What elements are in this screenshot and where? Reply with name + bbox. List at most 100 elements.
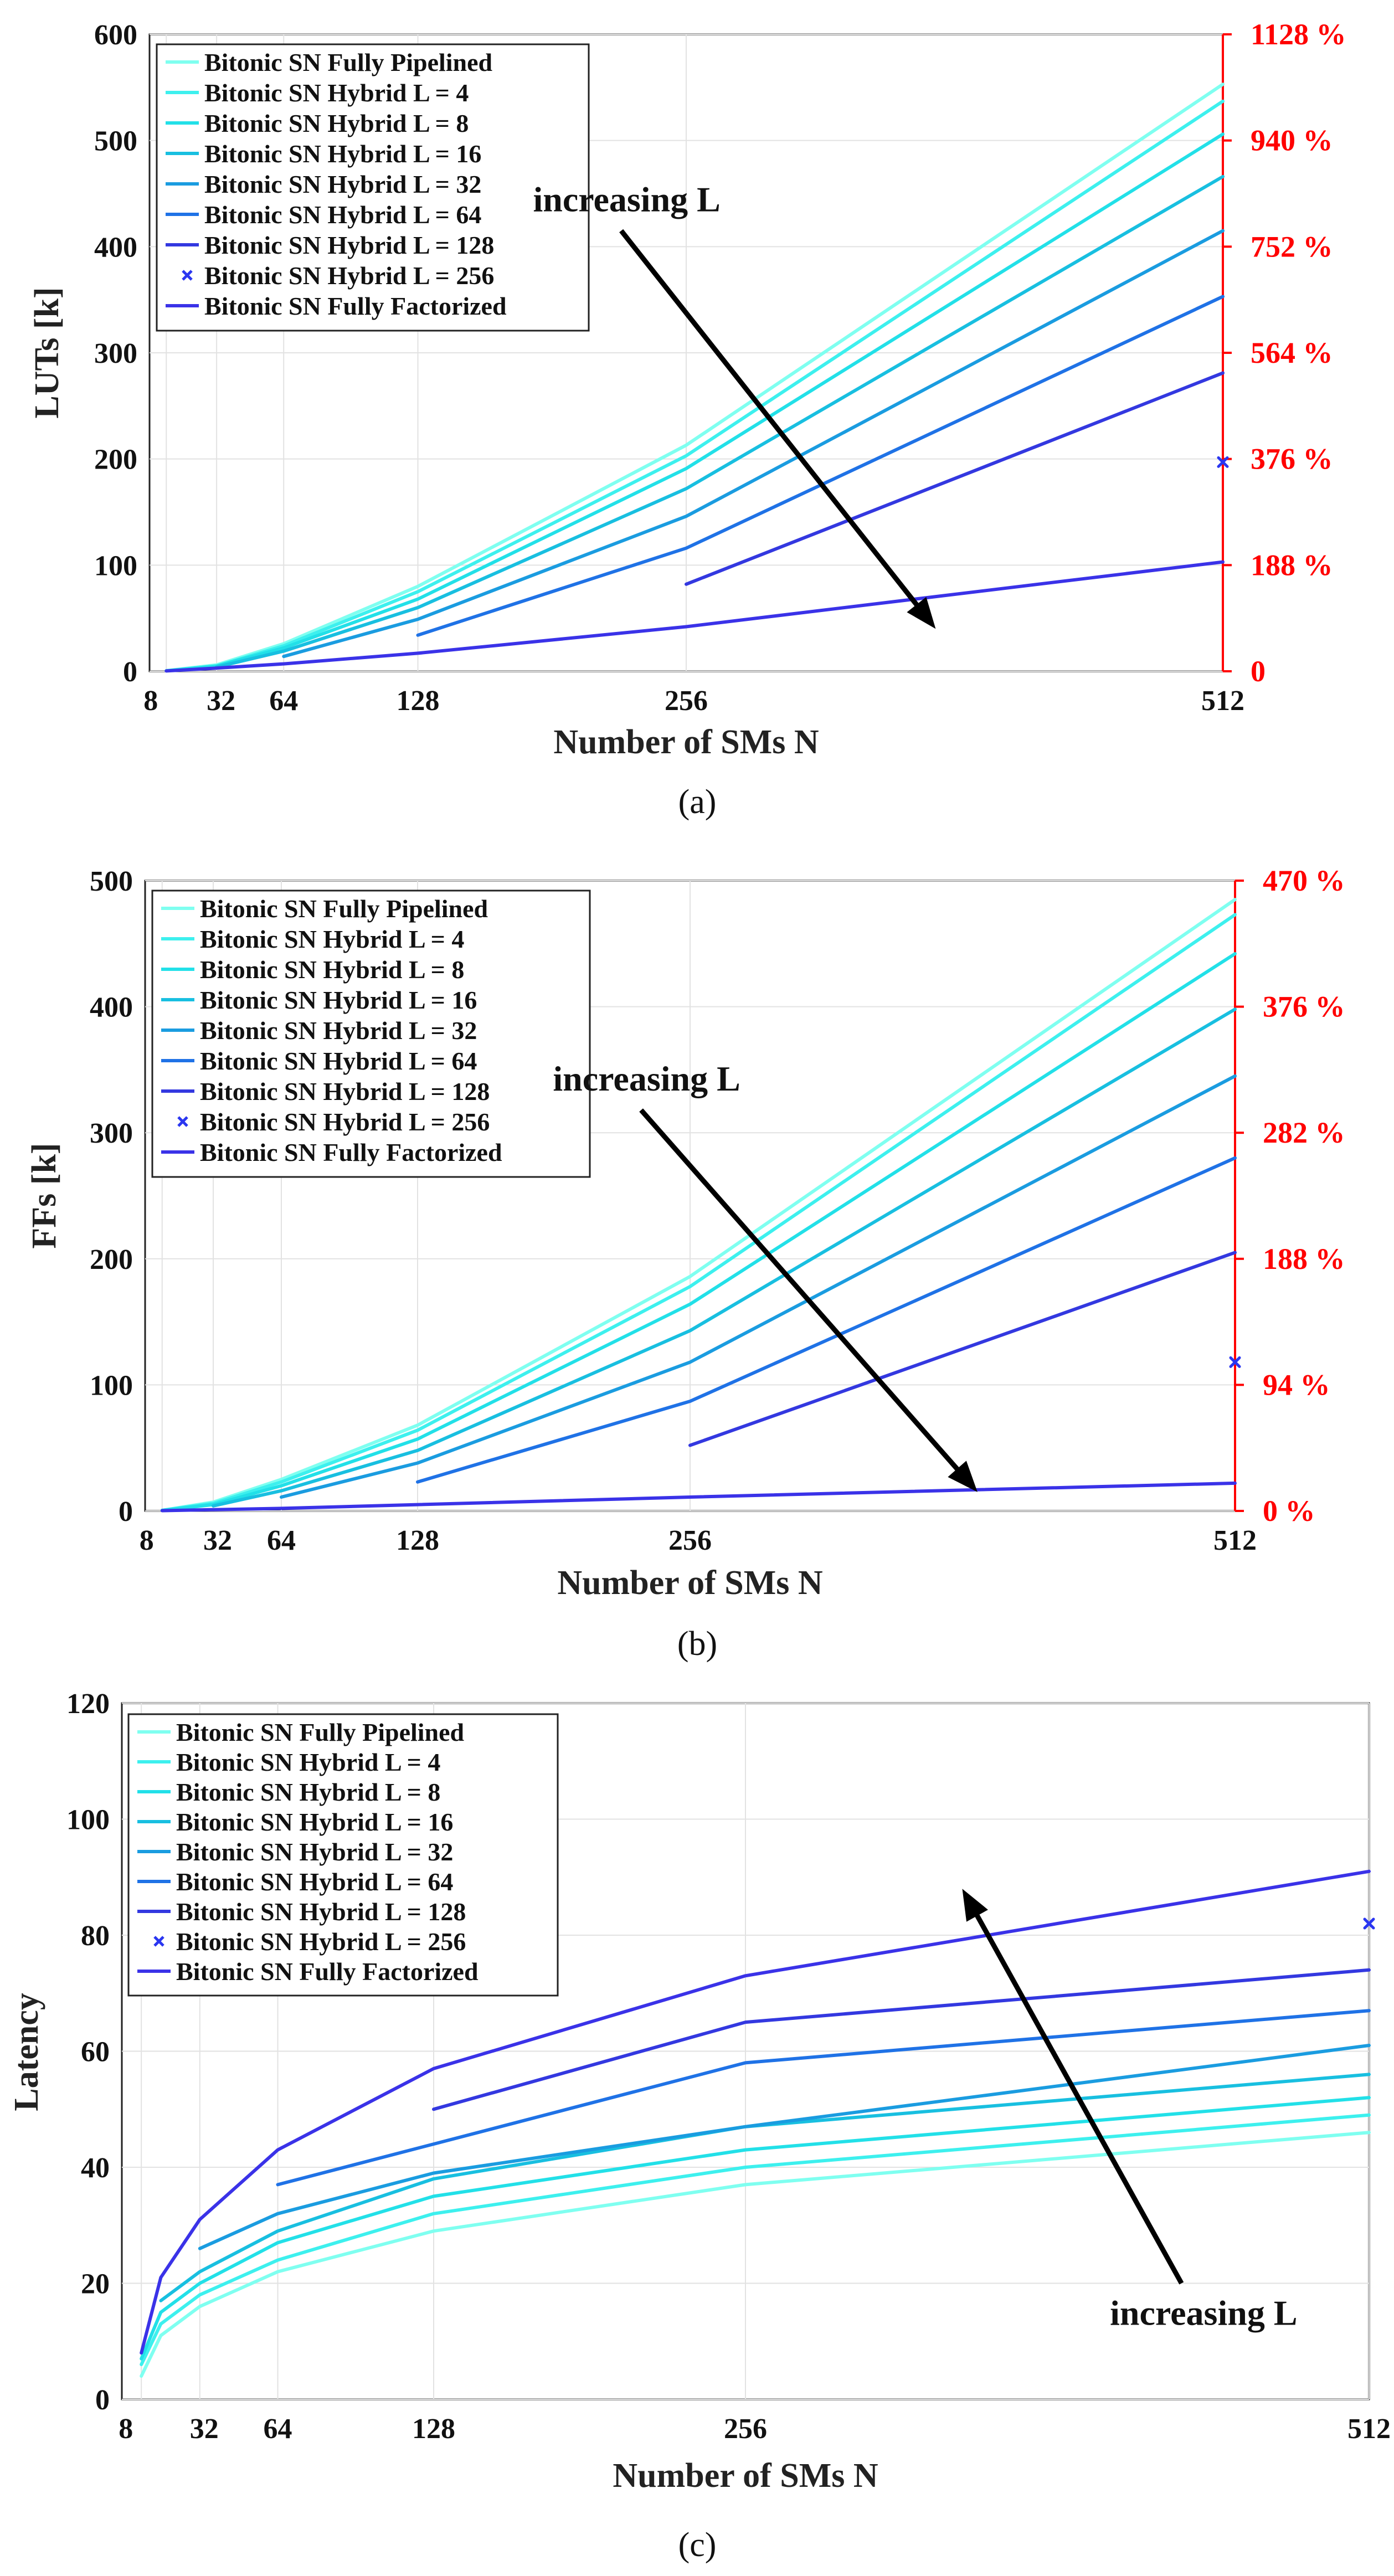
legend-entry: Bitonic SN Hybrid L = 256 — [204, 261, 494, 290]
right-tick-label: 564 % — [1251, 336, 1333, 369]
right-tick-label: 188 % — [1251, 548, 1333, 582]
legend-entry: Bitonic SN Fully Pipelined — [176, 1718, 465, 1746]
x-tick-label: 64 — [264, 2413, 292, 2445]
caption-c: (c) — [678, 2526, 717, 2564]
series-line — [212, 1007, 1237, 1508]
right-tick-label: 1128 % — [1251, 18, 1346, 51]
y-tick-label: 100 — [66, 1804, 110, 1836]
series-line — [282, 229, 1225, 659]
series-line — [140, 2113, 1371, 2367]
series-line — [416, 295, 1225, 637]
legend-marker — [177, 1116, 188, 1127]
y-axis-label-c: Latency — [8, 1993, 45, 2111]
right-tick-label: 940 % — [1251, 124, 1333, 157]
legend-entry: Bitonic SN Hybrid L = 4 — [200, 925, 464, 953]
y-tick-label: 200 — [94, 444, 137, 476]
series-line — [416, 1156, 1237, 1484]
y-tick-label: 100 — [90, 1370, 133, 1401]
x-axis-label-c: Number of SMs N — [613, 2457, 878, 2495]
right-tick-label: 0 % — [1263, 1494, 1315, 1528]
legend-entry: Bitonic SN Hybrid L = 128 — [176, 1898, 466, 1926]
caption-b: (b) — [677, 1625, 717, 1663]
legend-entry: Bitonic SN Hybrid L = 32 — [204, 170, 481, 198]
right-tick-label: 94 % — [1263, 1368, 1330, 1401]
x-tick-label: 8 — [140, 1525, 154, 1556]
annotation-arrow-head — [948, 1461, 978, 1492]
right-tick-label: 0 — [1251, 655, 1266, 688]
right-tick-label: 376 % — [1251, 443, 1333, 476]
x-tick-label: 64 — [267, 1525, 296, 1556]
legend-entry: Bitonic SN Hybrid L = 8 — [176, 1778, 440, 1806]
y-tick-label: 60 — [81, 2037, 110, 2068]
y-tick-label: 500 — [90, 866, 133, 897]
annotation-arrow-head — [962, 1889, 988, 1922]
legend-marker — [153, 1936, 164, 1947]
data-point-marker — [1363, 1917, 1375, 1930]
y-tick-label: 120 — [66, 1688, 110, 1720]
legend-entry: Bitonic SN Hybrid L = 64 — [204, 200, 481, 229]
right-tick-label: 752 % — [1251, 230, 1333, 263]
annotation-arrow-line — [970, 1906, 1184, 2285]
y-tick-label: 100 — [94, 550, 137, 582]
series-line — [688, 1251, 1237, 1447]
x-tick-label: 128 — [412, 2413, 455, 2445]
chart-panel-b: 8 32 64 128 256 512 0 100 200 300 400 500 0 % 94 % 18… — [25, 864, 1345, 1663]
x-tick-label: 256 — [665, 685, 708, 717]
annotation-arrow-line — [619, 229, 924, 613]
legend-entry: Bitonic SN Hybrid L = 256 — [176, 1927, 466, 1956]
x-axis-label-b: Number of SMs N — [557, 1564, 822, 1602]
series-line — [164, 132, 1225, 673]
y-tick-label: 0 — [95, 2384, 110, 2416]
y-tick-label: 300 — [94, 338, 137, 369]
y-tick-label: 200 — [90, 1244, 133, 1276]
legend-entry: Bitonic SN Hybrid L = 128 — [200, 1077, 490, 1106]
legend-entry: Bitonic SN Hybrid L = 256 — [200, 1108, 490, 1136]
chart-panel-c: 8 32 64 128 256 512 0 20 40 60 80 100 120 Bitonic SN… — [8, 1688, 1391, 2564]
series-line — [685, 371, 1225, 586]
x-tick-label: 8 — [119, 2413, 133, 2445]
y-axis-label-a: LUTs [k] — [28, 287, 66, 418]
x-tick-label: 512 — [1347, 2413, 1391, 2445]
data-point-marker — [1217, 456, 1229, 468]
series-line — [140, 1869, 1371, 2355]
legend-entry: Bitonic SN Fully Factorized — [200, 1138, 502, 1166]
series-line — [164, 560, 1225, 673]
legend-entry: Bitonic SN Hybrid L = 32 — [176, 1838, 453, 1866]
legend-box — [127, 1713, 559, 1997]
x-tick-label: 32 — [207, 685, 235, 717]
y-axis-label-b: FFs [k] — [25, 1143, 63, 1248]
legend-entry: Bitonic SN Fully Pipelined — [200, 894, 488, 923]
series-line — [215, 174, 1225, 669]
y-tick-label: 40 — [81, 2152, 110, 2184]
x-tick-label: 512 — [1213, 1525, 1257, 1556]
series-line — [198, 2044, 1371, 2250]
series-line — [140, 2096, 1371, 2361]
series-line — [160, 1481, 1237, 1513]
legend-box — [151, 889, 591, 1178]
legend-box — [156, 43, 590, 332]
series-line — [160, 952, 1237, 1513]
series-line — [432, 1968, 1371, 2111]
series-line — [159, 2073, 1371, 2302]
legend-entry: Bitonic SN Hybrid L = 64 — [200, 1047, 477, 1075]
annotation-label: increasing L — [533, 180, 720, 219]
legend-entry: Bitonic SN Hybrid L = 8 — [204, 109, 469, 137]
y-tick-label: 400 — [94, 232, 137, 263]
annotation-label: increasing L — [1110, 2294, 1297, 2333]
x-tick-label: 256 — [724, 2413, 767, 2445]
caption-a: (a) — [678, 783, 717, 821]
legend-entry: Bitonic SN Hybrid L = 16 — [176, 1808, 453, 1836]
right-tick-label: 376 % — [1263, 990, 1345, 1024]
right-tick-label: 282 % — [1263, 1116, 1345, 1149]
y-tick-label: 0 — [123, 656, 137, 688]
legend-entry: Bitonic SN Hybrid L = 32 — [200, 1016, 477, 1045]
right-tick-label: 188 % — [1263, 1242, 1345, 1276]
x-tick-label: 32 — [203, 1525, 232, 1556]
x-tick-label: 256 — [668, 1525, 712, 1556]
x-axis-label-a: Number of SMs N — [553, 723, 819, 761]
y-tick-label: 0 — [119, 1496, 133, 1528]
legend-entry: Bitonic SN Hybrid L = 16 — [204, 140, 481, 168]
legend-marker — [182, 270, 193, 281]
